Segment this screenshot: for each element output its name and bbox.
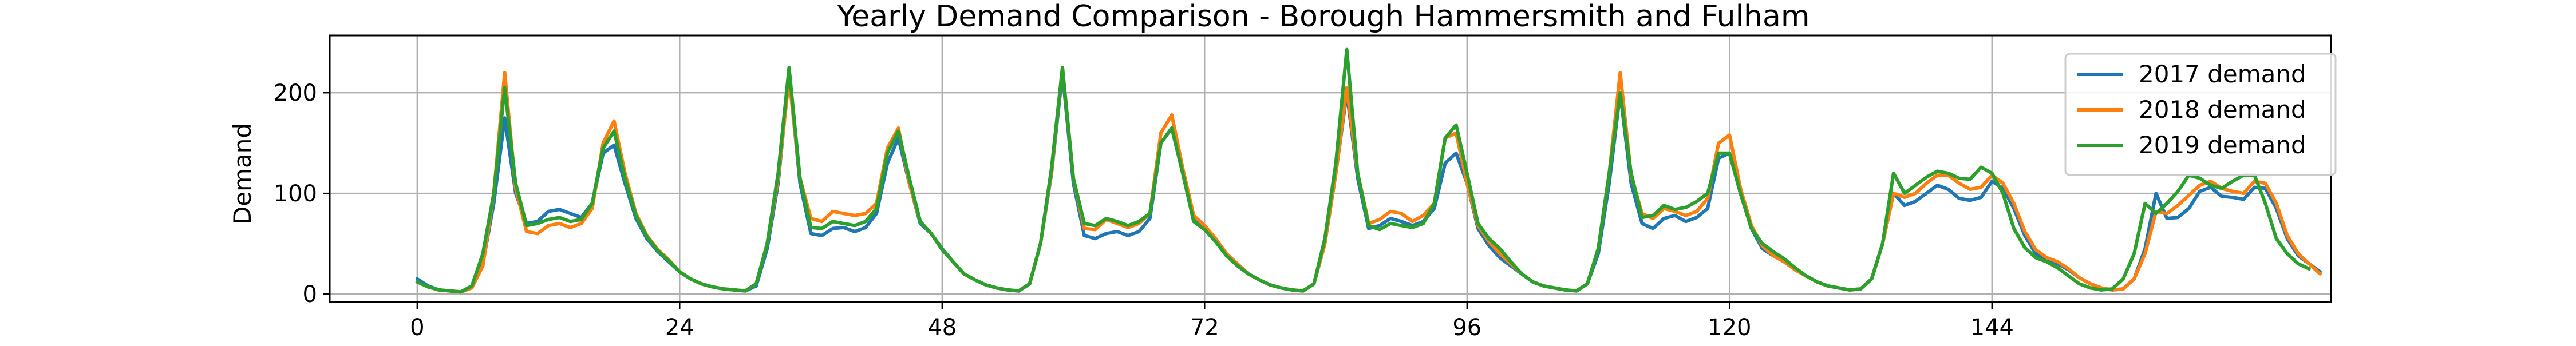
- x-tick-label: 72: [1190, 315, 1219, 341]
- x-tick-label: 144: [1970, 315, 2014, 341]
- series-lines: [415, 47, 2322, 294]
- series-line-2019: [415, 47, 2311, 294]
- x-tick-label: 24: [665, 315, 694, 341]
- y-axis-label: Demand: [228, 123, 256, 225]
- y-tick-label: 100: [274, 181, 317, 207]
- legend-label: 2019 demand: [2139, 131, 2306, 159]
- legend-label: 2017 demand: [2139, 60, 2306, 88]
- legend: 2017 demand 2018 demand 2019 demand: [2064, 53, 2337, 176]
- legend-box: [2064, 53, 2337, 176]
- x-tick-label: 48: [927, 315, 957, 341]
- x-tick-label: 96: [1452, 315, 1481, 341]
- chart-title: Yearly Demand Comparison - Borough Hamme…: [836, 0, 1809, 34]
- legend-label: 2018 demand: [2139, 96, 2306, 124]
- x-tick-label: 0: [410, 315, 424, 341]
- y-tick-label: 200: [274, 80, 317, 106]
- y-tick-label: 0: [303, 281, 317, 308]
- x-tick-label: 120: [1708, 315, 1751, 341]
- y-axis-ticks: 0 100 200: [274, 80, 330, 308]
- x-axis-ticks: 0 24 48 72 96 120 144: [410, 302, 2014, 341]
